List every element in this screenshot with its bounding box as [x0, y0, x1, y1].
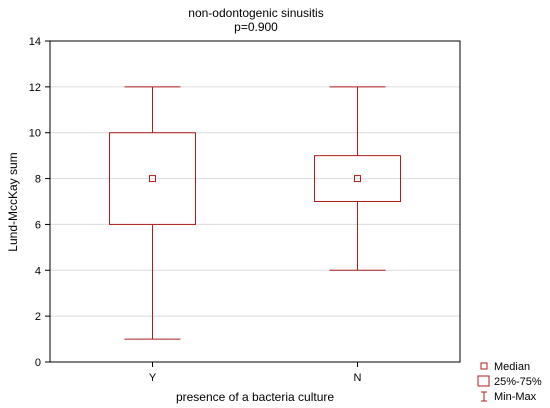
y-tick-label: 8 — [35, 174, 41, 186]
legend-median-label: Median — [494, 361, 530, 373]
legend-box-icon — [477, 375, 490, 387]
box-group-Y — [109, 86, 196, 340]
iqr-box — [109, 132, 196, 225]
chart-title: non-odontogenic sinusitis — [188, 6, 323, 20]
legend-median-icon — [480, 362, 488, 370]
legend-box-label: 25%-75% — [494, 376, 542, 388]
x-tick-label: N — [354, 372, 362, 384]
y-tick-label: 0 — [35, 357, 41, 369]
box-group-N — [314, 86, 401, 271]
y-tick-label: 10 — [29, 128, 41, 140]
y-tick-label: 12 — [29, 82, 41, 94]
axis-layer: 0 2 4 6 8 10 12 14 Y N — [29, 36, 362, 384]
legend: Median 25%-75% Min-Max — [477, 361, 542, 403]
legend-whisker-label: Min-Max — [494, 391, 537, 403]
chart-subtitle: p=0.900 — [234, 20, 278, 34]
y-tick-label: 14 — [29, 36, 41, 48]
plot-layer — [109, 86, 401, 340]
legend-whisker-icon — [481, 391, 487, 402]
y-tick-label: 6 — [35, 219, 41, 231]
y-axis-label: Lund-MccKay sum — [6, 152, 20, 251]
y-tick-label: 4 — [35, 265, 41, 277]
x-tick-label: Y — [149, 372, 157, 384]
plot-frame — [49, 40, 461, 363]
median-marker — [354, 175, 361, 183]
y-tick-label: 2 — [35, 311, 41, 323]
x-axis-label: presence of a bacteria culture — [176, 390, 334, 404]
iqr-box — [314, 155, 401, 202]
median-marker — [149, 175, 156, 183]
